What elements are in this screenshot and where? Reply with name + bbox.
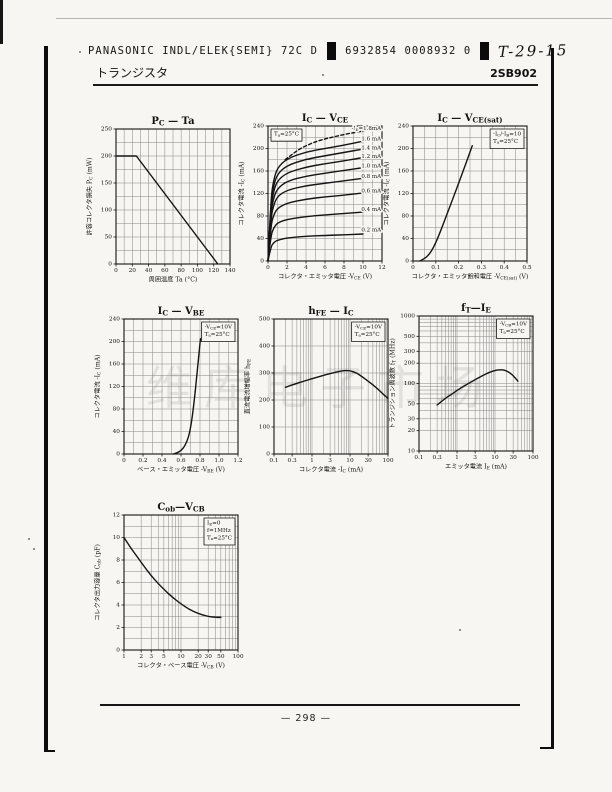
chart-hfe-ic bbox=[240, 304, 398, 482]
page-border-foot-left bbox=[44, 750, 55, 752]
scan-speck bbox=[28, 538, 30, 540]
barcode-number: 6932854 0008932 0 bbox=[345, 45, 472, 57]
chart-pc-ta-canvas bbox=[82, 114, 240, 292]
chart-ic-vce-canvas bbox=[234, 111, 392, 289]
scan-header-row: PANASONIC INDL/ELEK{SEMI} 72C D 6932854 … bbox=[88, 41, 569, 61]
scan-speck bbox=[459, 629, 461, 631]
page-number: — 298 — bbox=[280, 713, 332, 724]
ink-bar-right bbox=[480, 42, 490, 60]
chart-ft-ie-canvas bbox=[385, 301, 543, 479]
header-rule bbox=[93, 84, 538, 86]
scan-edge-artifact bbox=[0, 0, 3, 44]
scan-speck bbox=[33, 548, 35, 550]
scan-speck bbox=[322, 74, 324, 76]
scan-speck bbox=[79, 51, 81, 53]
chart-ic-vce-sat bbox=[379, 111, 537, 289]
section-title: トランジスタ bbox=[96, 66, 169, 80]
chart-pc-ta bbox=[82, 114, 240, 292]
chart-hfe-ic-canvas bbox=[240, 304, 398, 482]
handwritten-note: T-29-15 bbox=[498, 41, 569, 61]
part-number: 2SB902 bbox=[490, 67, 537, 80]
scan-header-text: PANASONIC INDL/ELEK{SEMI} 72C D bbox=[88, 45, 319, 57]
ink-bar-left bbox=[327, 42, 337, 60]
chart-ic-vce bbox=[234, 111, 392, 289]
footer-rule bbox=[100, 704, 520, 706]
chart-ft-ie bbox=[385, 301, 543, 479]
chart-ic-vbe-canvas bbox=[90, 304, 248, 482]
chart-ic-vbe bbox=[90, 304, 248, 482]
page-border-foot-right bbox=[540, 747, 554, 749]
chart-cob-vcb bbox=[90, 500, 248, 678]
chart-cob-vcb-canvas bbox=[90, 500, 248, 678]
title-row: トランジスタ 2SB902 bbox=[96, 64, 537, 81]
scan-top-hairline bbox=[56, 18, 612, 19]
chart-ic-vce-sat-canvas bbox=[379, 111, 537, 289]
page-border-right bbox=[551, 48, 554, 749]
page-border-left bbox=[44, 46, 48, 752]
